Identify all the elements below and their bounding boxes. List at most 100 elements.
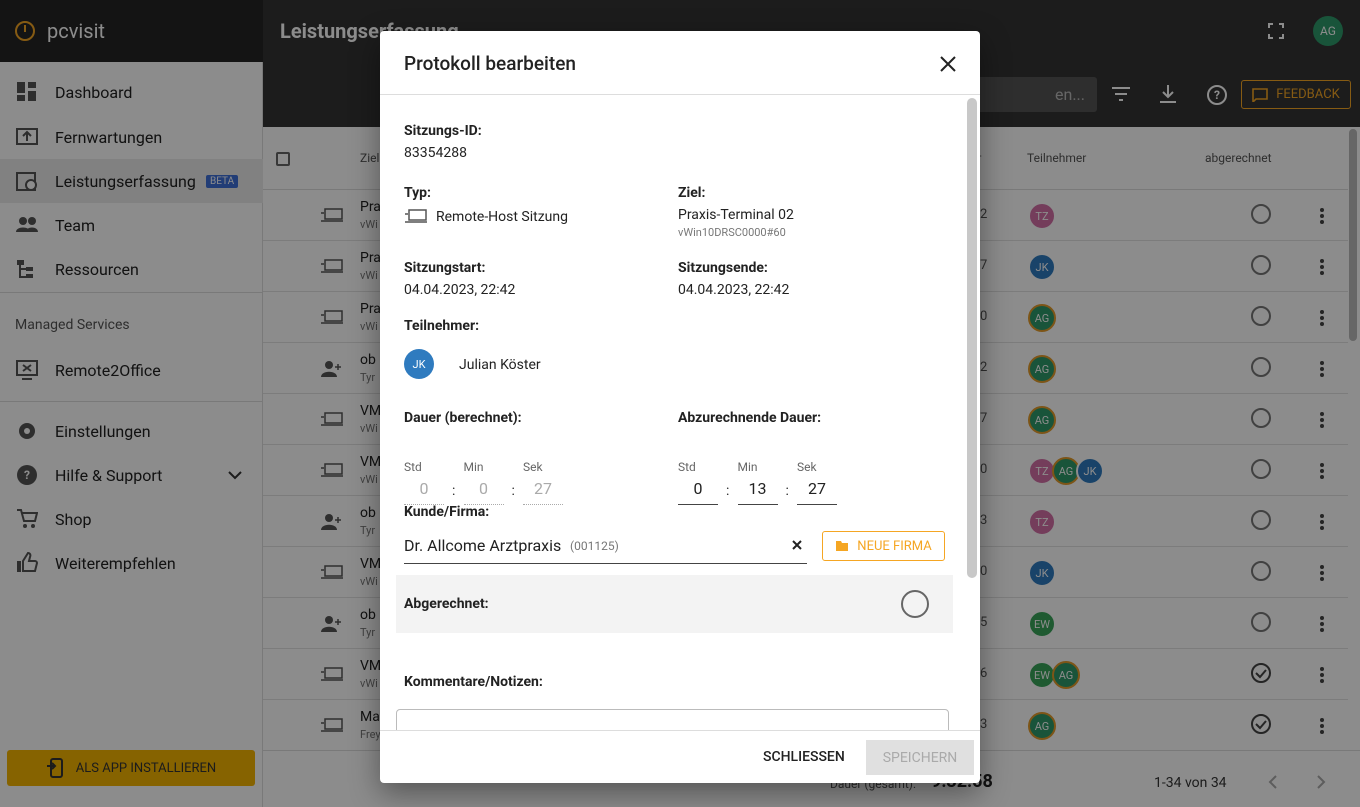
download-icon[interactable] (1159, 84, 1177, 104)
close-button[interactable]: SCHLIESSEN (763, 749, 845, 765)
clear-icon[interactable] (792, 540, 802, 550)
nav-item[interactable]: Weiterempfehlen (0, 541, 263, 585)
next-page[interactable] (1315, 775, 1327, 789)
nav-item[interactable]: Einstellungen (0, 409, 263, 453)
person-icon (320, 360, 344, 382)
row-title: VM (360, 556, 382, 572)
participant-avatar: AG (1028, 355, 1056, 383)
nav-item[interactable]: Fernwartungen (0, 115, 263, 159)
row-title: Ma (360, 709, 380, 725)
row-menu[interactable] (1320, 412, 1324, 432)
time-field[interactable]: 0 (678, 479, 718, 505)
row-menu[interactable] (1320, 208, 1324, 228)
new-company-button[interactable]: NEUE FIRMA (822, 531, 945, 561)
fullscreen-icon[interactable] (1268, 23, 1284, 39)
icon (16, 128, 38, 145)
scrollbar (1349, 129, 1357, 341)
row-subtitle: vWi (360, 320, 378, 333)
billed-status[interactable] (1251, 561, 1271, 581)
host-icon (320, 717, 344, 736)
time-field[interactable]: 13 (737, 479, 778, 505)
nav-label: Ressourcen (55, 259, 139, 279)
billed-status[interactable] (1251, 306, 1271, 326)
time-unit: Min (737, 460, 758, 474)
billed-status[interactable] (1251, 408, 1271, 428)
row-duration: 7 (980, 258, 988, 273)
nav-item[interactable]: Dashboard (0, 70, 263, 114)
dialog-footer: SCHLIESSEN SPEICHERN (380, 730, 980, 783)
row-menu[interactable] (1320, 718, 1324, 738)
filter-icon[interactable] (1111, 86, 1131, 102)
nav-label: Dashboard (55, 82, 133, 102)
field-label: Typ: (404, 185, 432, 201)
install-button[interactable]: ALS APP INSTALLIEREN (7, 750, 255, 786)
close-icon[interactable] (940, 56, 956, 72)
nav-item[interactable]: Ressourcen (0, 247, 263, 291)
participant-avatar: JK (1028, 253, 1056, 281)
search-box[interactable]: en... (963, 77, 1097, 112)
save-button[interactable]: SPEICHERN (866, 740, 974, 775)
nav-label: Team (55, 215, 95, 235)
time-unit: Std (404, 460, 422, 474)
customer-field[interactable]: Dr. Allcome Arztpraxis (001125) (404, 528, 807, 564)
time-separator: : (511, 483, 515, 499)
row-title: VM (360, 403, 382, 419)
prev-page[interactable] (1267, 775, 1279, 789)
select-all[interactable] (276, 152, 290, 166)
column-header[interactable]: abgerechnet (1205, 151, 1272, 165)
row-subtitle: Tyr (360, 626, 376, 639)
nav-label: Remote2Office (55, 360, 161, 380)
user-avatar[interactable]: AG (1313, 16, 1343, 46)
row-menu[interactable] (1320, 463, 1324, 483)
nav-label: Fernwartungen (55, 127, 163, 147)
time-separator: : (452, 483, 456, 499)
billed-status[interactable] (1250, 713, 1272, 739)
table-row[interactable]: Ma Frey 3 AG (263, 700, 1348, 750)
billed-row[interactable]: Abgerechnet: (396, 575, 953, 633)
new-company-label: NEUE FIRMA (857, 538, 932, 554)
row-menu[interactable] (1320, 514, 1324, 534)
row-menu[interactable] (1320, 361, 1324, 381)
icon (16, 172, 37, 191)
row-menu[interactable] (1320, 565, 1324, 585)
column-header[interactable]: Teilnehmer (1027, 151, 1087, 165)
row-menu[interactable] (1320, 616, 1324, 636)
billed-toggle[interactable] (901, 590, 929, 618)
billed-status[interactable] (1251, 510, 1271, 530)
row-title: Pra (360, 199, 381, 215)
nav-item[interactable]: Remote2Office (0, 348, 263, 392)
icon (17, 509, 38, 528)
table-row[interactable]: Pra vWi 7 JK (263, 241, 1348, 292)
row-menu[interactable] (1320, 667, 1324, 687)
billed-status[interactable] (1251, 255, 1271, 275)
field-label: Kunde/Firma: (404, 504, 490, 520)
billed-status[interactable] (1251, 357, 1271, 377)
billed-status[interactable] (1251, 204, 1271, 224)
field-label: Abzurechnende Dauer: (678, 410, 822, 426)
host-icon (320, 462, 344, 481)
row-menu[interactable] (1320, 259, 1324, 279)
dialog-body: Sitzungs-ID: 83354288 Typ: Remote-Host S… (380, 96, 980, 730)
billed-status[interactable] (1250, 662, 1272, 688)
participant-avatar: AG (1028, 712, 1056, 740)
time-field[interactable]: 27 (797, 479, 837, 505)
billed-status[interactable] (1251, 459, 1271, 479)
nav-label: Einstellungen (55, 421, 151, 441)
column-header[interactable]: Ziel (360, 151, 380, 165)
row-subtitle: vWi (360, 422, 378, 435)
help-icon[interactable]: ? (1206, 84, 1228, 106)
billed-status[interactable] (1251, 612, 1271, 632)
feedback-button[interactable]: FEEDBACK (1241, 80, 1351, 109)
dialog: Protokoll bearbeiten Sitzungs-ID: 833542… (380, 31, 980, 783)
nav-item[interactable]: Team (0, 203, 263, 247)
nav-item[interactable]: Shop (0, 497, 263, 541)
row-menu[interactable] (1320, 310, 1324, 330)
time-field: 0 (463, 479, 504, 505)
time-unit: Std (678, 460, 696, 474)
host-icon (320, 411, 344, 430)
field-label: Kommentare/Notizen: (404, 674, 543, 690)
nav-item-active[interactable]: Leistungserfassung BETA (0, 159, 263, 203)
nav-item[interactable]: ? Hilfe & Support (0, 453, 263, 497)
time-unit: Sek (523, 460, 543, 474)
comments-field[interactable] (396, 709, 949, 730)
